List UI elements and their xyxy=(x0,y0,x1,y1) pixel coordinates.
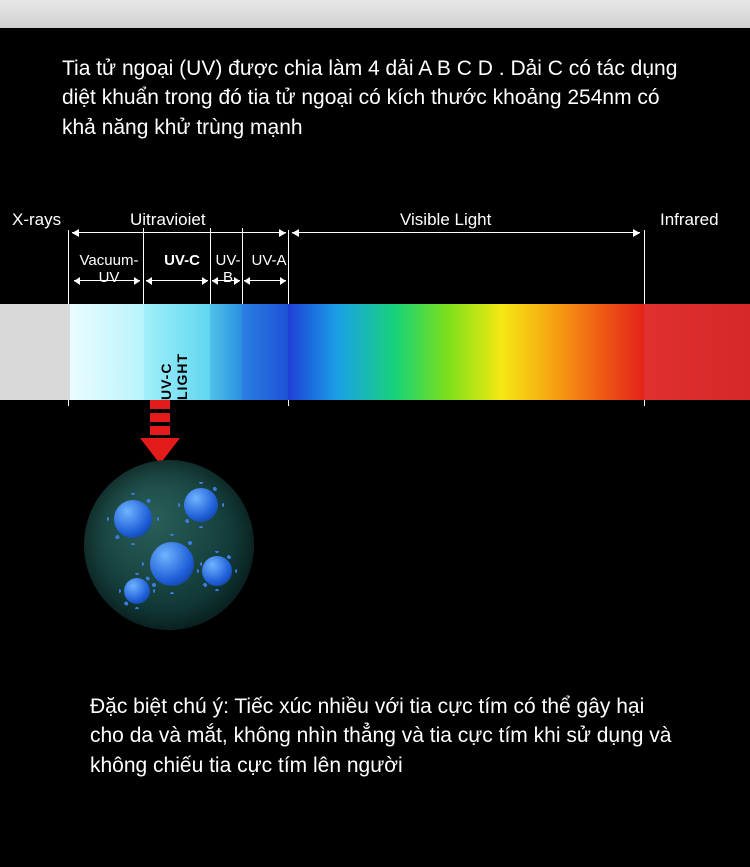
uvc-light-label: UV-C LIGHT xyxy=(158,316,190,400)
segment-visible xyxy=(288,304,644,400)
top-label-infrared: Infrared xyxy=(660,210,719,230)
segment-xray xyxy=(0,304,70,400)
virus-icon xyxy=(150,542,194,586)
sub-arrow-vacuum xyxy=(74,280,140,281)
top-arrow-uv xyxy=(72,232,286,233)
spectrum-bar: UV-C LIGHT xyxy=(0,304,750,400)
virus-icon xyxy=(184,488,218,522)
segment-uvb xyxy=(210,304,242,400)
top-arrow-visible xyxy=(292,232,640,233)
intro-text: Tia tử ngoại (UV) được chia làm 4 dải A … xyxy=(62,54,692,142)
segment-infrared xyxy=(644,304,750,400)
virus-icon xyxy=(202,556,232,586)
top-label-visible: Visible Light xyxy=(400,210,491,230)
sub-arrow-uvc xyxy=(146,280,208,281)
segment-vacuumuv xyxy=(70,304,144,400)
top-label-xrays: X-rays xyxy=(12,210,61,230)
sub-label-uvc: UV-C xyxy=(152,252,212,269)
virus-icon xyxy=(114,500,152,538)
spectrum-sub-labels: Vacuum- UVUV-CUV- BUV-A xyxy=(0,246,750,304)
spectrum-top-labels: X-rays Uitravioiet Visible Light Infrared xyxy=(0,210,750,246)
warning-text: Đặc biệt chú ý: Tiếc xúc nhiều với tia c… xyxy=(90,692,680,780)
germ-circle xyxy=(84,460,254,630)
sub-arrow-uvb xyxy=(212,280,240,281)
spectrum-diagram: X-rays Uitravioiet Visible Light Infrared V… xyxy=(0,210,750,400)
top-edge-gradient xyxy=(0,0,750,28)
uvc-red-arrow xyxy=(150,400,180,464)
top-label-uv: Uitravioiet xyxy=(130,210,206,230)
sub-arrow-uva xyxy=(244,280,286,281)
sub-label-uva: UV-A xyxy=(248,252,290,269)
virus-icon xyxy=(124,578,150,604)
segment-uva xyxy=(242,304,288,400)
